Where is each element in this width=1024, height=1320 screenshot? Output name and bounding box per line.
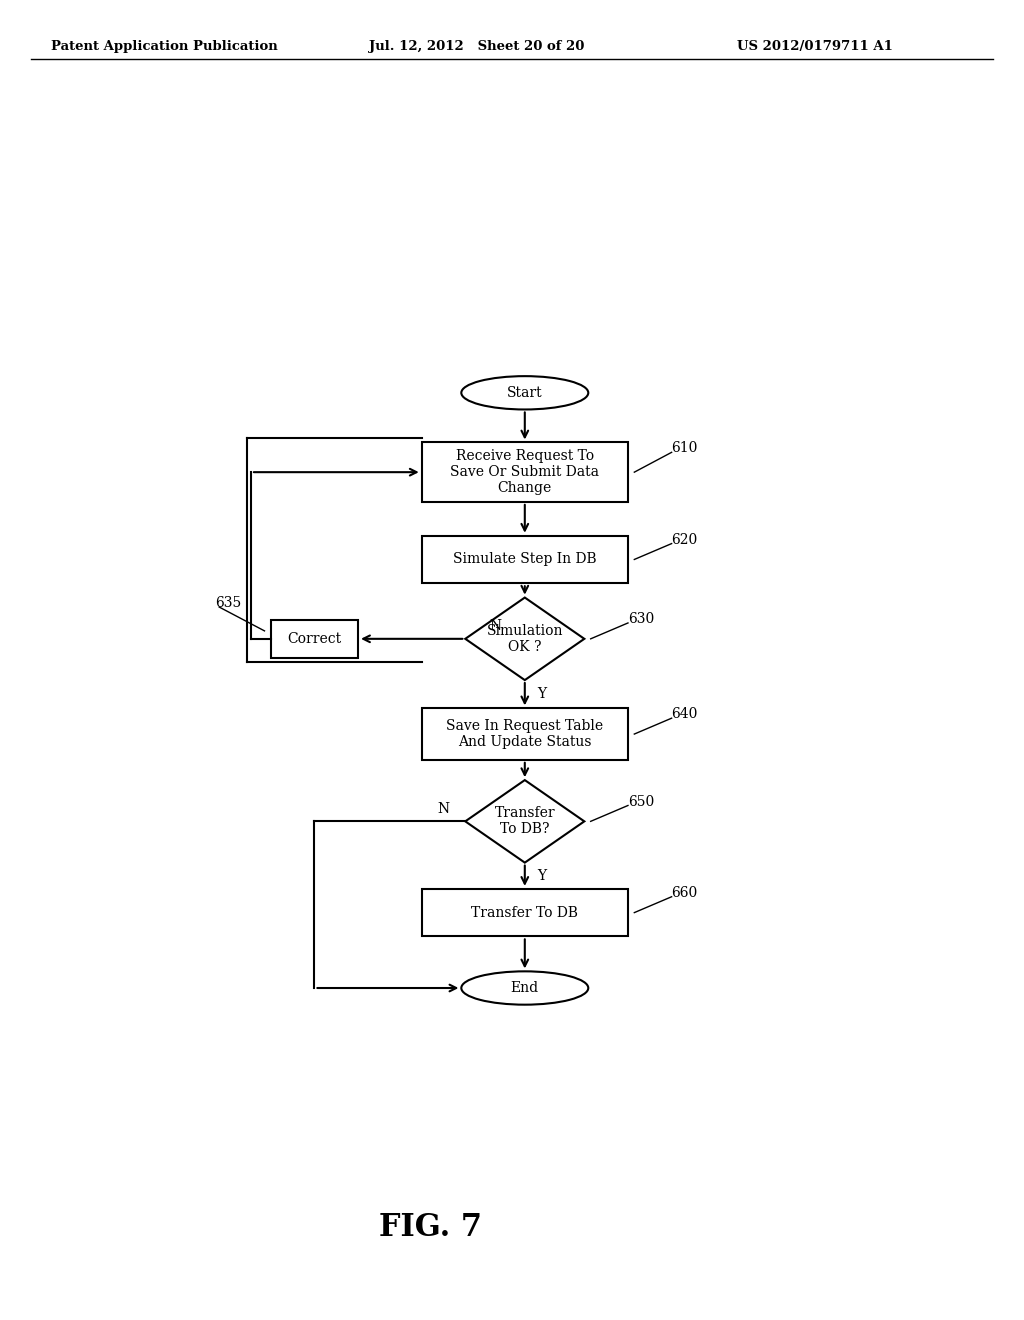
Text: End: End [511, 981, 539, 995]
Text: Patent Application Publication: Patent Application Publication [51, 40, 278, 53]
Text: 660: 660 [672, 886, 698, 900]
Text: FIG. 7: FIG. 7 [379, 1212, 481, 1243]
Text: Transfer To DB: Transfer To DB [471, 906, 579, 920]
Text: Y: Y [538, 869, 547, 883]
Text: 640: 640 [672, 708, 698, 721]
Text: 650: 650 [628, 795, 654, 809]
Text: Receive Request To
Save Or Submit Data
Change: Receive Request To Save Or Submit Data C… [451, 449, 599, 495]
Text: Start: Start [507, 385, 543, 400]
Text: 630: 630 [628, 612, 654, 626]
Text: N: N [489, 619, 502, 634]
Text: Correct: Correct [288, 632, 342, 645]
Text: Transfer
To DB?: Transfer To DB? [495, 807, 555, 837]
Text: Simulation
OK ?: Simulation OK ? [486, 624, 563, 653]
Text: Y: Y [538, 688, 547, 701]
Text: Save In Request Table
And Update Status: Save In Request Table And Update Status [446, 719, 603, 750]
Text: N: N [437, 803, 450, 817]
Text: US 2012/0179711 A1: US 2012/0179711 A1 [737, 40, 893, 53]
Text: 635: 635 [215, 597, 242, 610]
Text: 620: 620 [672, 533, 698, 546]
Text: 610: 610 [672, 441, 698, 455]
Text: Simulate Step In DB: Simulate Step In DB [453, 553, 597, 566]
Text: Jul. 12, 2012   Sheet 20 of 20: Jul. 12, 2012 Sheet 20 of 20 [369, 40, 584, 53]
